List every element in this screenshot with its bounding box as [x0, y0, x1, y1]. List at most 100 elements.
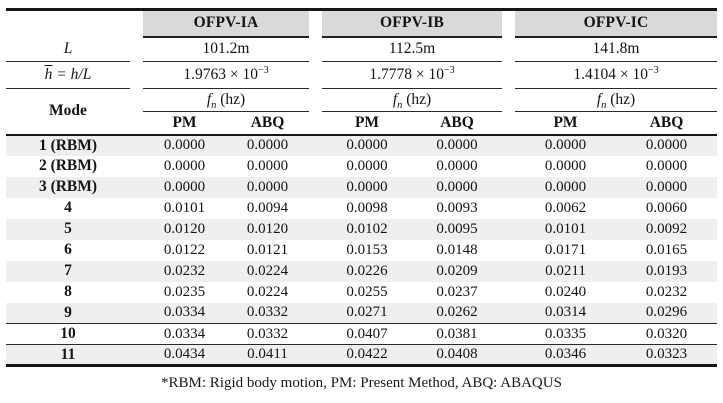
value-cell: 0.0381 [412, 323, 503, 345]
group-header-ofpv-ia: OFPV-IA [143, 8, 310, 38]
spacer [502, 134, 516, 156]
length-value: 141.8m [515, 36, 718, 62]
value-cell: 0.0095 [412, 218, 503, 240]
hbar-expression: = h/L [52, 66, 92, 83]
value-cell: 0.0224 [246, 283, 289, 300]
corner-cell [6, 8, 130, 37]
spacer [130, 156, 143, 177]
table-figure: OFPV-IA OFPV-IB OFPV-IC L 101.2m 112.5m … [6, 8, 718, 391]
value-cell: 0.0237 [436, 283, 478, 300]
freq-unit-label: fn (hz) [515, 88, 718, 112]
mode-label: 11 [6, 344, 130, 367]
value-cell: 0.0232 [645, 283, 688, 300]
spacer [309, 89, 322, 112]
length-value: 101.2m [143, 36, 310, 62]
freq-symbol: f [596, 91, 602, 108]
value-cell: 0.0211 [515, 260, 617, 282]
mode-label: 5 [6, 218, 130, 240]
value-cell: 0.0224 [226, 260, 310, 282]
group-header-row: OFPV-IA OFPV-IB OFPV-IC [6, 8, 718, 38]
value-cell: 0.0101 [515, 218, 617, 240]
freq-symbol: f [392, 91, 398, 108]
value-cell: 0.0148 [436, 241, 478, 258]
spacer [502, 111, 516, 136]
mode-label: 10 [6, 323, 130, 345]
value-cell: 0.0408 [412, 344, 503, 367]
value-cell: 0.0000 [616, 134, 718, 156]
table-row: 5 0.0120 0.0120 0.0102 0.0095 0.0101 0.0… [6, 218, 718, 240]
value-cell: 0.0098 [346, 199, 388, 216]
hbar-value-exponent: −3 [258, 64, 269, 76]
group-header-ofpv-ib: OFPV-IB [322, 8, 503, 38]
method-header-pm: PM [322, 111, 413, 136]
value-cell: 0.0093 [436, 199, 478, 216]
hbar-symbol: h [44, 66, 53, 83]
spacer [502, 240, 515, 261]
spacer [309, 344, 323, 367]
value-cell: 0.0232 [143, 260, 226, 282]
freq-unit-label: fn (hz) [143, 88, 310, 112]
value-cell: 0.0102 [322, 218, 413, 240]
freq-subscript: n [397, 100, 403, 112]
value-cell: 0.0411 [226, 344, 310, 367]
table-row: 9 0.0334 0.0332 0.0271 0.0262 0.0314 0.0… [6, 302, 718, 324]
param-row-hbar: h = h/L 1.9763 × 10−3 1.7778 × 10−3 1.41… [6, 61, 718, 89]
spacer [130, 176, 143, 198]
spacer [309, 176, 323, 198]
value-cell: 0.0255 [346, 283, 388, 300]
mode-label: 8 [64, 283, 72, 300]
value-cell: 0.0000 [515, 176, 617, 198]
spacer [309, 240, 322, 261]
table-row: 11 0.0434 0.0411 0.0422 0.0408 0.0346 0.… [6, 344, 718, 367]
value-cell: 0.0335 [515, 323, 617, 345]
spacer [502, 302, 516, 324]
value-cell: 0.0320 [616, 323, 718, 345]
freq-symbol: f [206, 91, 212, 108]
value-cell: 0.0165 [645, 241, 688, 258]
method-header-pm: PM [515, 111, 617, 136]
group-header-ofpv-ic: OFPV-IC [515, 8, 718, 38]
freq-unit: (hz) [216, 91, 246, 108]
mode-label: 3 (RBM) [6, 176, 130, 198]
value-cell: 0.0000 [346, 157, 388, 174]
table-row: 6 0.0122 0.0121 0.0153 0.0148 0.0171 0.0… [6, 240, 717, 261]
spacer [309, 8, 323, 37]
spacer [130, 323, 143, 345]
table-row: 3 (RBM) 0.0000 0.0000 0.0000 0.0000 0.00… [6, 176, 718, 198]
spacer [309, 260, 323, 282]
spacer [130, 89, 143, 112]
method-header-pm: PM [143, 111, 226, 136]
hbar-label: h = h/L [6, 61, 130, 89]
method-header-row: PM ABQ PM ABQ PM ABQ [6, 111, 718, 136]
value-cell: 0.0000 [163, 157, 206, 174]
spacer [309, 198, 322, 219]
value-cell: 0.0000 [322, 176, 413, 198]
param-row-length: L 101.2m 112.5m 141.8m [6, 36, 718, 62]
spacer [130, 62, 143, 89]
spacer [130, 302, 143, 324]
mode-label: 1 (RBM) [6, 134, 130, 156]
spacer [130, 37, 143, 62]
method-header-abq: ABQ [226, 111, 310, 136]
value-cell: 0.0000 [544, 157, 587, 174]
spacer [130, 240, 143, 261]
value-cell: 0.0209 [412, 260, 503, 282]
method-header-abq: ABQ [412, 111, 503, 136]
value-cell: 0.0000 [412, 134, 503, 156]
freq-unit: (hz) [402, 91, 432, 108]
value-cell: 0.0332 [226, 302, 310, 324]
value-cell: 0.0000 [616, 176, 718, 198]
value-cell: 0.0000 [412, 176, 503, 198]
spacer [309, 302, 323, 324]
value-cell: 0.0346 [515, 344, 617, 367]
spacer [130, 344, 143, 367]
hbar-value-base: 1.9763 × 10 [183, 66, 258, 83]
mode-label: 6 [64, 241, 72, 258]
value-cell: 0.0422 [322, 344, 413, 367]
freq-subscript: n [601, 100, 607, 112]
value-cell: 0.0122 [163, 241, 206, 258]
hbar-value-exponent: −3 [444, 64, 455, 76]
freq-unit-label: fn (hz) [322, 88, 503, 112]
hbar-value: 1.4104 × 10−3 [515, 61, 718, 89]
spacer [309, 323, 323, 345]
